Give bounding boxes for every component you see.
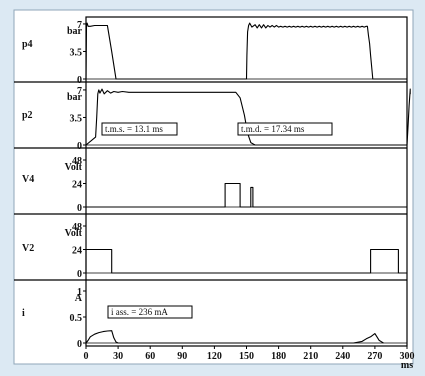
annotation-box xyxy=(237,122,333,136)
x-tick-label: 180 xyxy=(271,351,286,362)
y-tick-label: 48 xyxy=(72,222,82,233)
x-tick-label: 0 xyxy=(84,351,89,362)
x-tick-label: 30 xyxy=(113,351,123,362)
x-tick-label: 240 xyxy=(335,351,350,362)
series-line-v4 xyxy=(86,182,407,208)
channel-name: V2 xyxy=(22,243,34,254)
y-tick-label: 3.5 xyxy=(70,113,83,124)
series-line-p4 xyxy=(85,22,407,80)
y-tick-label: 0 xyxy=(77,269,82,280)
y-tick-label: 0 xyxy=(77,141,82,152)
channel-name: p2 xyxy=(22,110,33,121)
x-tick-label: 270 xyxy=(367,351,382,362)
x-unit-label: ms xyxy=(401,360,413,371)
channel-name: p4 xyxy=(22,39,33,50)
x-tick-label: 60 xyxy=(145,351,155,362)
annotation-box xyxy=(101,122,178,136)
series-line-p2 xyxy=(85,88,411,146)
x-tick-label: 120 xyxy=(207,351,222,362)
panel-i: i 1 0.5 0 Ai ass. = 236 mA xyxy=(14,279,407,350)
panel-p4: p4 7 3.5 0 bar xyxy=(22,20,407,86)
y-tick-label: 0.5 xyxy=(70,313,83,324)
x-tick-label: 90 xyxy=(177,351,187,362)
panel-v2: V2 48 24 0 Volt xyxy=(14,213,407,280)
annotation-text: t.m.d. = 17.34 ms xyxy=(241,124,305,134)
unit-label: A xyxy=(75,293,83,304)
y-tick-label: 1 xyxy=(77,287,82,298)
y-tick-label: 3.5 xyxy=(70,47,83,58)
x-tick-label: 300 xyxy=(400,351,415,362)
y-tick-label: 7 xyxy=(77,86,82,97)
annotation-text: i ass. = 236 mA xyxy=(111,307,168,317)
y-tick-label: 0 xyxy=(77,75,82,86)
y-tick-label: 7 xyxy=(77,20,82,31)
unit-label: bar xyxy=(67,26,83,37)
panel-v4: V4 48 24 0 Volt xyxy=(14,147,407,214)
annotation-text: t.m.s. = 13.1 ms xyxy=(105,124,163,134)
series-line-i xyxy=(85,330,384,344)
annotation-box xyxy=(107,305,193,319)
y-tick-label: 48 xyxy=(72,156,82,167)
series-line-v2 xyxy=(85,248,407,274)
x-tick-label: 150 xyxy=(239,351,254,362)
channel-name: V4 xyxy=(22,174,34,185)
y-tick-label: 0 xyxy=(77,203,82,214)
panel-p2: p2 7 3.5 0 bar t.m.s. = 13.1 ms t.m.d. = 17.34… xyxy=(14,81,411,152)
y-tick-label: 24 xyxy=(72,180,82,191)
unit-label: bar xyxy=(67,92,83,103)
unit-label: Volt xyxy=(65,228,83,239)
y-tick-label: 24 xyxy=(72,246,82,257)
channel-name: i xyxy=(22,308,25,319)
y-tick-label: 0 xyxy=(77,339,82,350)
unit-label: Volt xyxy=(65,162,83,173)
x-tick-label: 210 xyxy=(303,351,318,362)
